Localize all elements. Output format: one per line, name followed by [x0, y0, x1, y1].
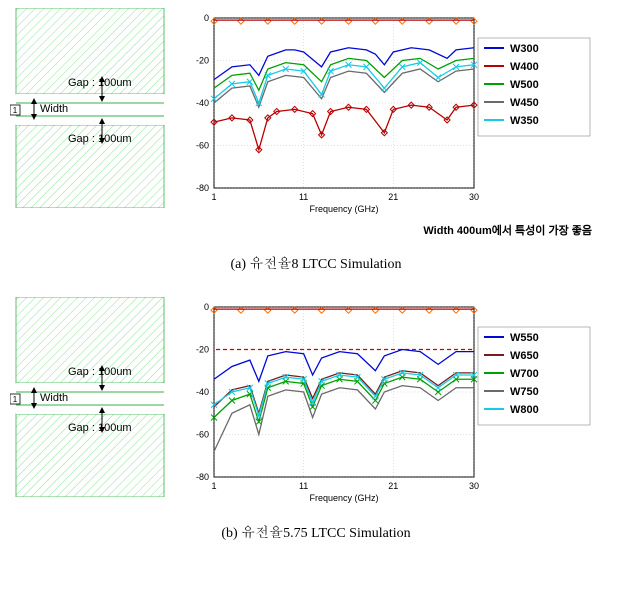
svg-text:Frequency (GHz): Frequency (GHz) — [309, 493, 378, 503]
chart-a-svg: -80-60-40-2001112130Frequency (GHz)W300W… — [178, 8, 598, 218]
width-label: Width — [40, 392, 68, 404]
svg-text:W450: W450 — [510, 97, 539, 109]
svg-text:0: 0 — [204, 302, 209, 312]
svg-text:W500: W500 — [510, 79, 539, 91]
gap-top-label: Gap : 100um — [68, 77, 132, 89]
chart-a: -80-60-40-2001112130Frequency (GHz)W300W… — [178, 8, 622, 218]
note-a: Width 400um에서 특성이 가장 좋음 — [10, 222, 622, 238]
panel-b: 1 Gap : 100um Width Gap : 100um -80 -60 -4… — [10, 297, 622, 507]
svg-text:W550: W550 — [510, 332, 539, 344]
svg-text:-20: -20 — [196, 345, 209, 355]
chart-b-svg: -80-60-40-2001112130Frequency (GHz)W550W… — [178, 297, 598, 507]
schematic-a: 1 Gap : 100um Width Gap : 100um — [10, 8, 170, 208]
svg-text:W800: W800 — [510, 404, 539, 416]
svg-text:W400: W400 — [510, 61, 539, 73]
svg-text:30: 30 — [469, 192, 479, 202]
port-marker-label: 1 — [13, 106, 18, 115]
schematic-b: 1 Gap : 100um Width Gap : 100um — [10, 297, 170, 497]
svg-text:W350: W350 — [510, 115, 539, 127]
svg-text:1: 1 — [211, 192, 216, 202]
svg-text:30: 30 — [469, 481, 479, 491]
svg-text:W700: W700 — [510, 368, 539, 380]
gap-bottom-label: Gap : 100um — [68, 133, 132, 145]
gap-bottom-label: Gap : 100um — [68, 422, 132, 434]
svg-text:1: 1 — [211, 481, 216, 491]
svg-text:-40: -40 — [196, 387, 209, 397]
svg-text:-40: -40 — [196, 98, 209, 108]
svg-text:-20: -20 — [196, 56, 209, 66]
caption-a: (a) 유전율8 LTCC Simulation — [10, 252, 622, 273]
width-label: Width — [40, 103, 68, 115]
port-marker-label: 1 — [13, 395, 18, 404]
schematic-a-svg: 1 Gap : 100um Width Gap : 100um — [10, 8, 170, 208]
chart-b: -80-60-40-2001112130Frequency (GHz)W550W… — [178, 297, 622, 507]
svg-text:21: 21 — [388, 192, 398, 202]
svg-text:11: 11 — [299, 192, 308, 202]
svg-text:11: 11 — [299, 481, 308, 491]
schematic-b-svg: 1 Gap : 100um Width Gap : 100um — [10, 297, 170, 497]
svg-text:-60: -60 — [196, 430, 209, 440]
svg-text:W650: W650 — [510, 350, 539, 362]
svg-text:-80: -80 — [196, 183, 209, 193]
svg-text:W750: W750 — [510, 386, 539, 398]
svg-text:Frequency (GHz): Frequency (GHz) — [309, 204, 378, 214]
panel-a: 1 Gap : 100um Width Gap : 100um -80 -60 -4… — [10, 8, 622, 218]
svg-text:21: 21 — [388, 481, 398, 491]
svg-text:-60: -60 — [196, 141, 209, 151]
gap-top-label: Gap : 100um — [68, 366, 132, 378]
svg-text:0: 0 — [204, 13, 209, 23]
caption-b: (b) 유전율5.75 LTCC Simulation — [10, 521, 622, 542]
svg-text:W300: W300 — [510, 43, 539, 55]
svg-text:-80: -80 — [196, 472, 209, 482]
